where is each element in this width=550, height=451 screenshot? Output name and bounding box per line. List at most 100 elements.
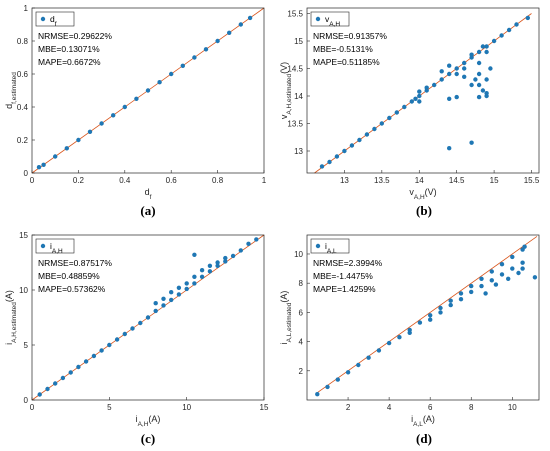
data-point [484, 44, 489, 49]
data-point [64, 146, 70, 151]
data-point [438, 310, 443, 315]
panel-label: (b) [416, 203, 432, 218]
data-point [417, 320, 423, 325]
y-axis-label: iA,H,estimated(A) [4, 290, 18, 345]
x-tick-label: 8 [469, 403, 474, 412]
data-point [36, 165, 42, 170]
x-axis-label: iA,H(A) [136, 414, 161, 428]
data-point [99, 121, 104, 126]
y-tick-label: 0 [24, 396, 29, 405]
legend-label: df [50, 14, 57, 28]
data-point [192, 281, 197, 286]
data-point [491, 38, 497, 44]
y-tick-label: 2 [299, 367, 304, 376]
data-point [157, 80, 162, 85]
data-point [516, 270, 521, 276]
stat-text: MAPE=0.51185% [313, 57, 380, 67]
data-point [510, 266, 515, 271]
data-point [525, 15, 530, 21]
data-point [238, 22, 243, 27]
axes-frame [31, 234, 265, 401]
data-point [469, 283, 474, 289]
data-point [462, 60, 467, 66]
stat-text: NRMSE=2.3994% [313, 258, 383, 268]
data-point [366, 355, 371, 360]
data-point [379, 121, 384, 126]
x-tick-label: 0 [30, 176, 35, 185]
data-point [454, 66, 459, 71]
data-point [169, 71, 174, 77]
data-point [227, 30, 232, 35]
data-point [447, 146, 452, 151]
x-tick-label: 10 [508, 403, 517, 412]
data-point [254, 237, 259, 242]
data-point [215, 38, 220, 44]
data-point [184, 281, 189, 286]
data-point [439, 69, 444, 74]
y-tick-label: 15.5 [287, 10, 303, 19]
data-point [462, 66, 467, 71]
data-point [469, 82, 474, 88]
data-point [454, 94, 459, 100]
data-point [364, 132, 370, 137]
data-point [476, 94, 482, 100]
data-point [532, 275, 538, 280]
data-point [372, 126, 377, 132]
data-point [520, 260, 525, 265]
y-axis-label: vA,H,estimated(V) [279, 62, 293, 119]
data-point [387, 115, 392, 121]
data-point [520, 266, 525, 271]
stat-text: NRMSE=0.29622% [38, 31, 112, 41]
y-tick-label: 10 [19, 286, 28, 295]
data-point [223, 259, 228, 264]
data-point [409, 99, 414, 104]
data-point [169, 297, 174, 303]
data-point [203, 47, 209, 52]
data-point [41, 162, 46, 167]
y-tick-label: 5 [24, 341, 29, 350]
data-point [488, 66, 493, 71]
data-point [417, 93, 422, 99]
data-point [522, 244, 527, 249]
chart-panel-4: 2 4 6 8 10 2 4 6 8 10 iA,L(A) iA,L,estimated(A) iA,L… [279, 234, 540, 446]
data-point [76, 137, 81, 143]
legend-marker [315, 16, 321, 22]
data-point [458, 297, 464, 302]
y-tick-label: 6 [299, 308, 304, 317]
legend-label: iA,H [50, 241, 63, 255]
data-point [432, 82, 437, 88]
data-point [327, 159, 332, 165]
data-point [192, 274, 197, 279]
data-point [153, 308, 158, 314]
data-point [510, 254, 515, 260]
data-point [60, 375, 66, 381]
panel-label: (a) [140, 203, 155, 218]
stat-text: MBE=-0.5131% [313, 44, 373, 54]
data-point [506, 27, 512, 33]
x-tick-label: 15 [490, 176, 499, 185]
x-tick-label: 1 [262, 176, 267, 185]
data-point [448, 302, 453, 308]
data-point [169, 290, 174, 295]
x-tick-label: 0.4 [119, 176, 131, 185]
legend-label: iA,L [325, 241, 337, 255]
data-point [176, 292, 182, 297]
y-tick-label: 13 [294, 147, 303, 156]
x-axis-label: df [145, 187, 152, 201]
data-point [122, 104, 128, 110]
data-point [484, 77, 489, 82]
data-point [215, 260, 220, 265]
data-point [506, 276, 511, 281]
stat-text: MBE=0.13071% [38, 44, 100, 54]
y-tick-label: 0.4 [17, 103, 29, 112]
stat-text: MAPE=1.4259% [313, 284, 376, 294]
data-point [447, 63, 452, 68]
chart-panel-1: 0 0.2 0.4 0.6 0.8 1 0 0.2 0.4 0.6 0.8 1 df df,estimat… [4, 4, 267, 218]
legend: iA,L [310, 238, 350, 255]
data-point [138, 320, 143, 326]
y-tick-label: 0.2 [17, 136, 29, 145]
data-point [480, 44, 486, 49]
data-point [499, 33, 504, 38]
data-point [458, 291, 464, 296]
